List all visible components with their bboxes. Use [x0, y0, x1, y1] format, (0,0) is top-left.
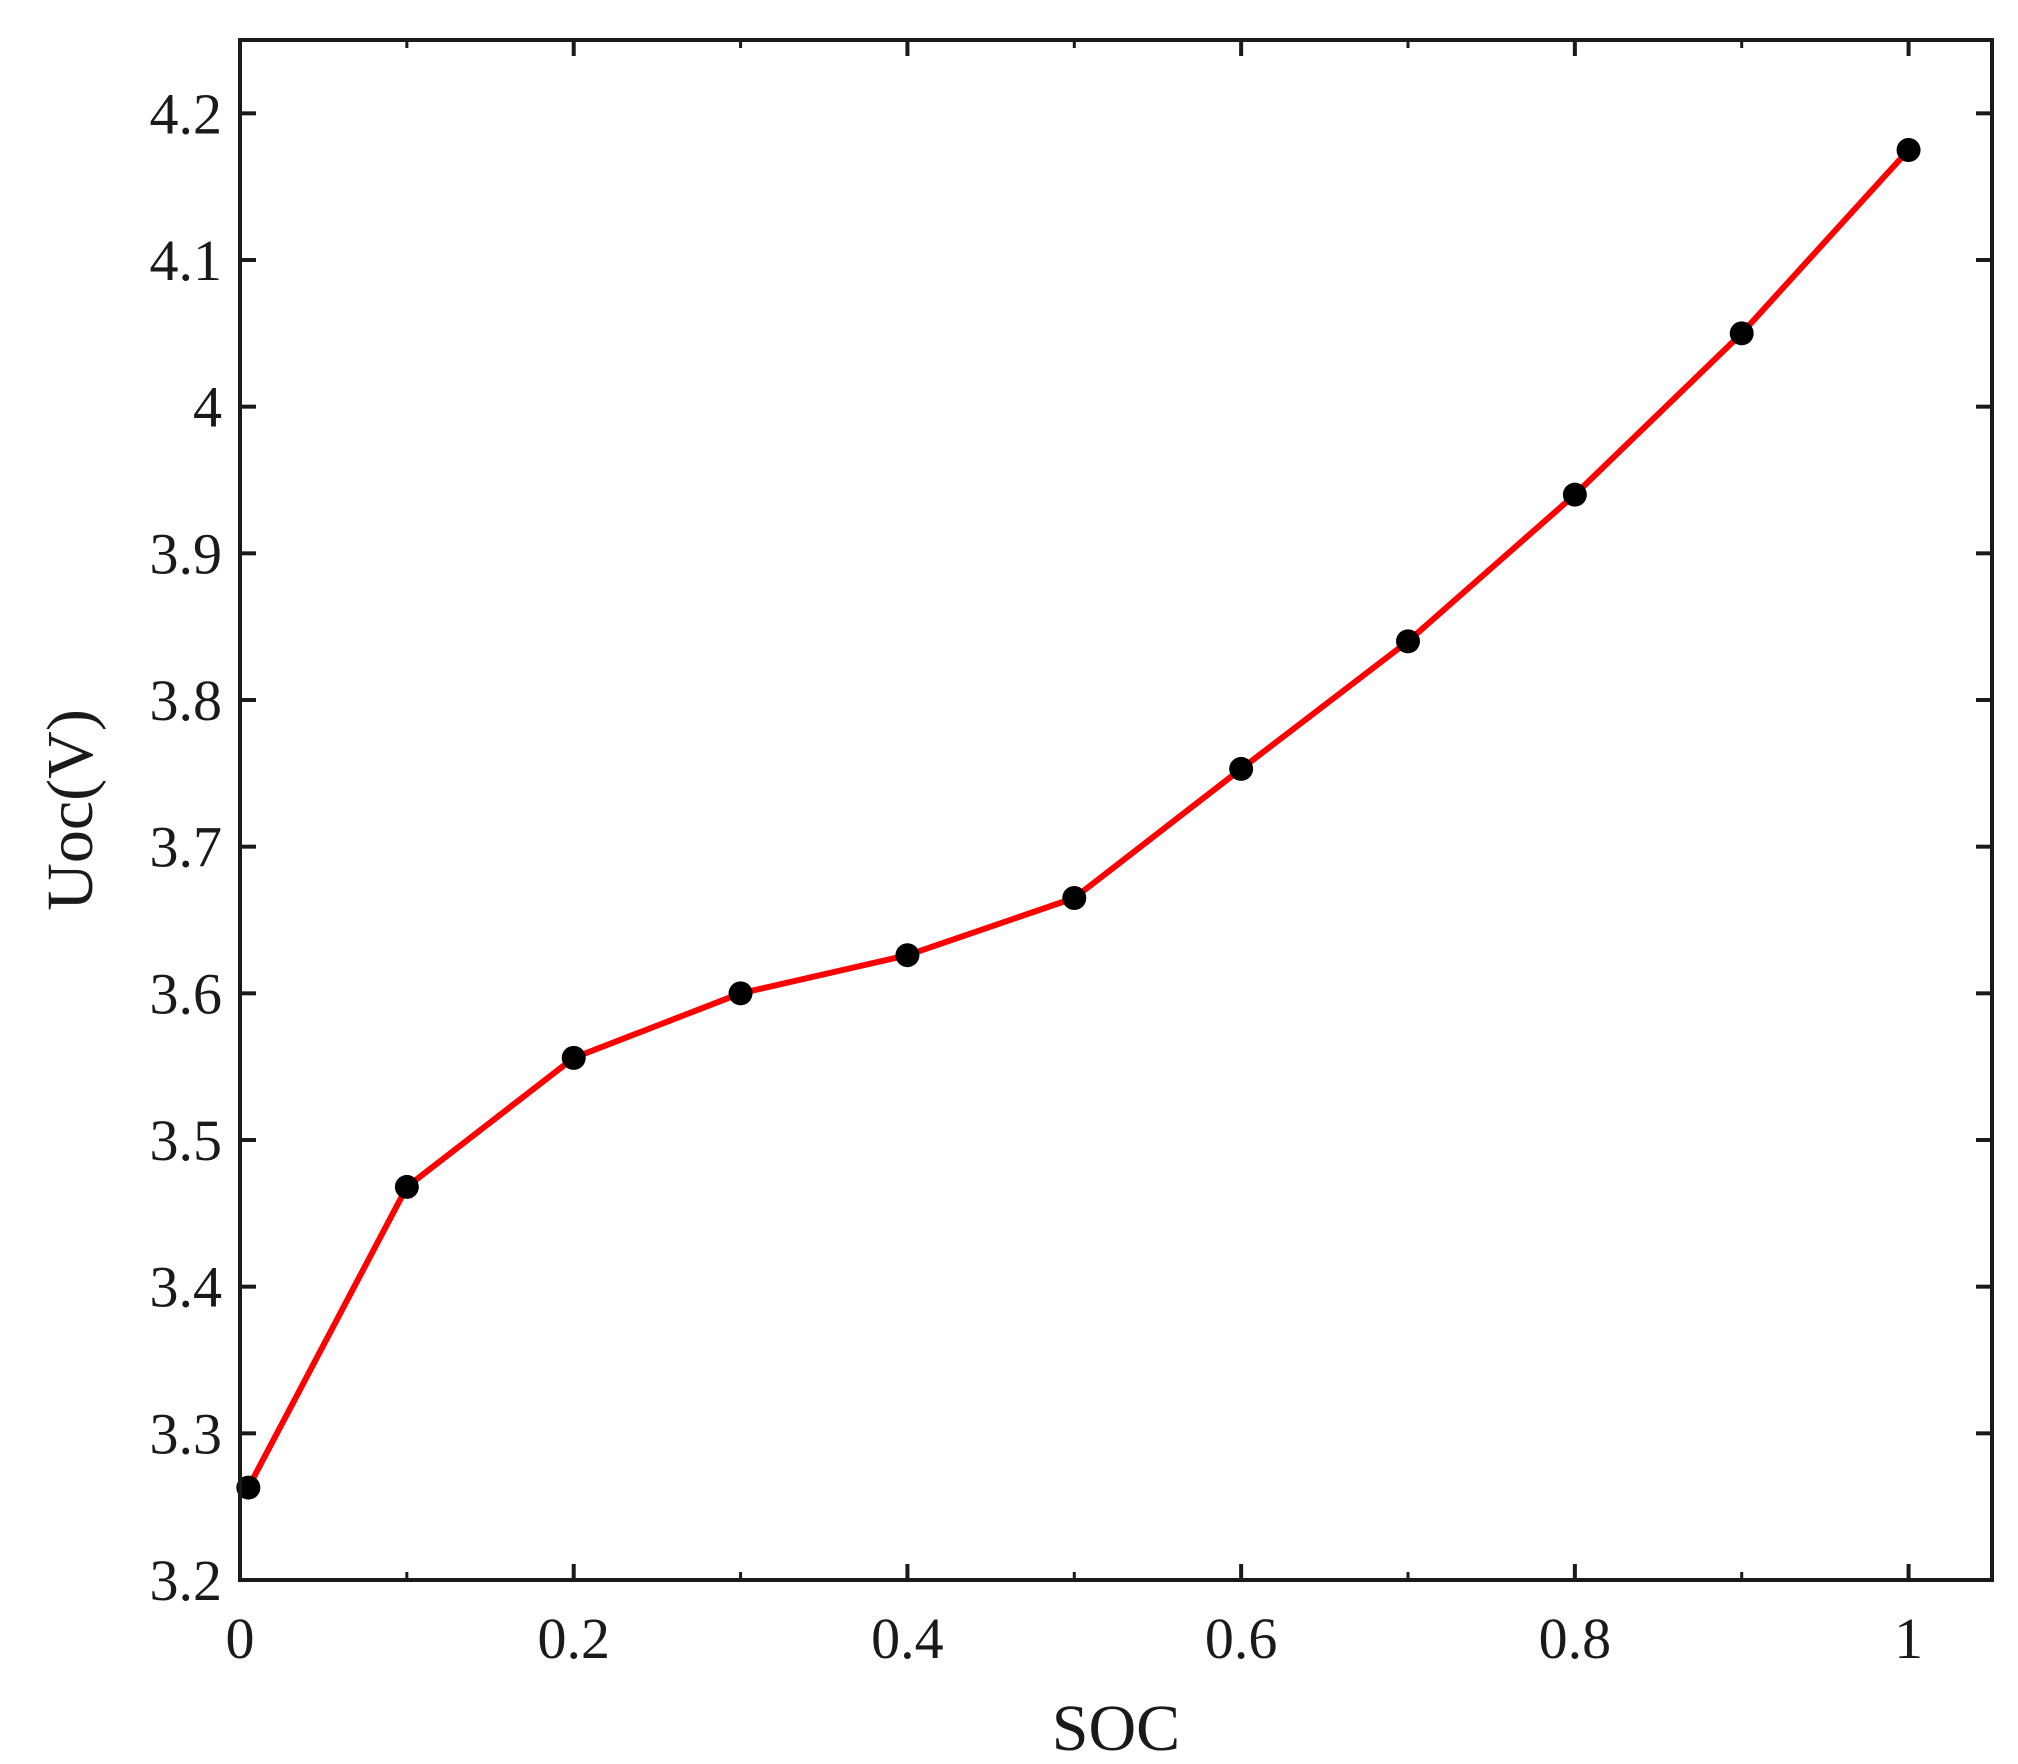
x-tick-label: 0.4 [871, 1606, 944, 1671]
plot-frame [238, 38, 1994, 1582]
data-point [394, 1174, 419, 1199]
data-point [1729, 321, 1754, 346]
x-tick-label: 0.2 [537, 1606, 610, 1671]
x-tick-label: 0.6 [1205, 1606, 1278, 1671]
x-tick-labels: 0 0.2 0.4 0.6 0.8 1 [226, 1606, 1924, 1671]
data-point [1229, 756, 1254, 781]
y-tick-labels: 3.2 3.3 3.4 3.5 3.6 3.7 3.8 3.9 4 4.1 4.2 [150, 81, 223, 1613]
x-tick-label: 0.8 [1539, 1606, 1612, 1671]
data-point [1396, 629, 1420, 654]
plot-area [240, 40, 1992, 1580]
y-tick-label: 3.2 [150, 1548, 223, 1613]
y-tick-label: 3.4 [150, 1255, 223, 1320]
data-point [236, 1475, 261, 1500]
y-tick-label: 3.7 [150, 815, 223, 880]
data-point [895, 943, 920, 968]
y-axis-title: Uoc(V) [34, 709, 107, 911]
data-point [728, 981, 753, 1006]
y-tick-label: 4.1 [150, 228, 223, 293]
x-tick-label: 1 [1894, 1606, 1923, 1671]
y-tick-label: 3.8 [150, 668, 223, 733]
y-tick-label: 3.3 [150, 1401, 223, 1466]
y-tick-label: 3.5 [150, 1108, 223, 1173]
y-tick-label: 4 [193, 375, 222, 440]
x-tick-label: 0 [226, 1606, 255, 1671]
data-point [1896, 138, 1921, 162]
data-point [1562, 482, 1587, 507]
y-tick-label: 3.6 [150, 961, 223, 1026]
data-point [561, 1045, 586, 1070]
data-markers [236, 138, 1921, 1500]
data-point [1062, 886, 1087, 910]
y-tick-label: 3.9 [150, 521, 223, 586]
y-tick-label: 4.2 [150, 81, 223, 146]
x-axis-title: SOC [1052, 1692, 1180, 1764]
